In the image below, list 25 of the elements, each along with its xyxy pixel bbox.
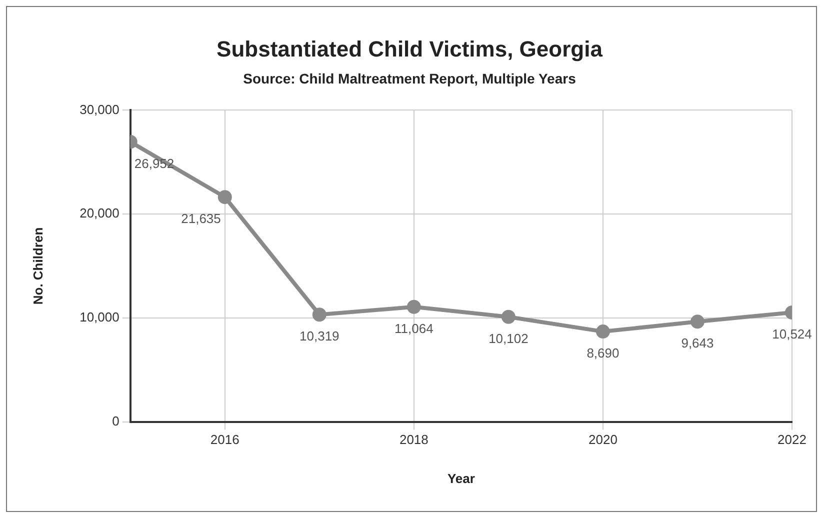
data-label: 10,102 [488, 330, 528, 346]
chart-subtitle: Source: Child Maltreatment Report, Multiple Years [243, 70, 576, 87]
data-label: 10,319 [300, 328, 340, 344]
y-tick-label: 30,000 [80, 102, 120, 117]
data-label: 10,524 [772, 326, 812, 342]
data-label: 11,064 [394, 320, 434, 336]
data-label: 8,690 [586, 346, 620, 361]
chart-title: Substantiated Child Victims, Georgia [216, 36, 604, 62]
x-tick-label: 2016 [210, 432, 240, 448]
y-tick-label: 10,000 [80, 310, 120, 325]
y-axis-title: No. Children [30, 227, 46, 305]
point [218, 190, 232, 204]
data-label: 21,635 [181, 211, 221, 226]
y-tick-label: 20,000 [80, 206, 120, 221]
point [312, 308, 326, 322]
x-tick-label: 2018 [399, 432, 428, 448]
point [690, 314, 704, 329]
x-tick-label: 2022 [778, 432, 806, 448]
point [406, 300, 421, 314]
y-tick-label: 0 [112, 413, 120, 428]
point [596, 324, 610, 339]
data-label: 9,643 [681, 336, 714, 351]
point [501, 310, 516, 324]
x-axis-title: Year [447, 470, 475, 486]
x-tick-label: 2020 [588, 432, 618, 448]
